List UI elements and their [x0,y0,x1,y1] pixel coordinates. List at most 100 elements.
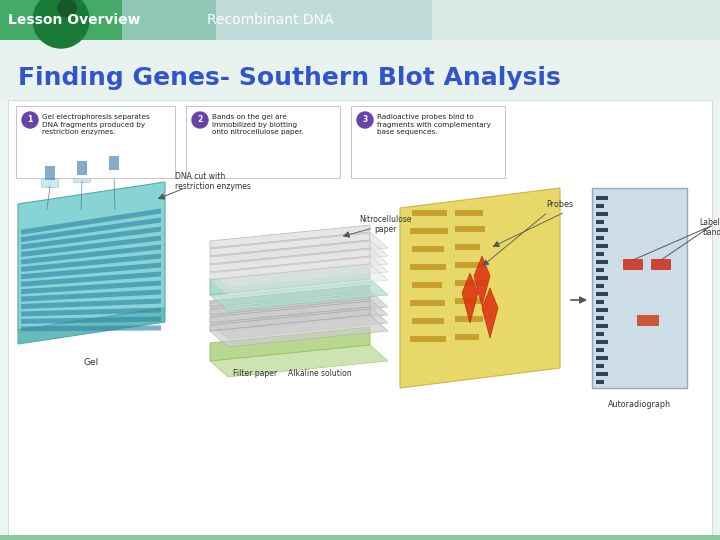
FancyBboxPatch shape [0,0,122,40]
Polygon shape [21,235,161,257]
FancyBboxPatch shape [216,0,720,40]
Polygon shape [210,307,388,339]
FancyBboxPatch shape [596,244,608,248]
FancyBboxPatch shape [0,40,720,540]
FancyBboxPatch shape [596,300,604,304]
FancyBboxPatch shape [596,284,604,288]
FancyBboxPatch shape [106,148,122,178]
Polygon shape [21,299,161,309]
Text: Gel electrophoresis separates
DNA fragments produced by
restriction enzymes.: Gel electrophoresis separates DNA fragme… [42,114,150,135]
Circle shape [192,112,208,128]
Polygon shape [474,256,490,306]
Polygon shape [210,264,388,296]
FancyBboxPatch shape [45,166,55,180]
FancyBboxPatch shape [410,264,446,270]
FancyBboxPatch shape [637,315,659,326]
FancyBboxPatch shape [455,334,479,340]
FancyBboxPatch shape [596,220,604,224]
Circle shape [22,112,38,128]
Text: 1: 1 [27,116,32,125]
FancyBboxPatch shape [410,300,445,306]
Polygon shape [210,293,370,315]
FancyBboxPatch shape [0,40,720,100]
Polygon shape [210,233,370,256]
FancyBboxPatch shape [596,268,604,272]
Polygon shape [21,289,161,301]
Text: Autoradiograph: Autoradiograph [608,400,671,409]
Text: DNA cut with
restriction enzymes: DNA cut with restriction enzymes [175,172,251,191]
Polygon shape [21,253,161,272]
FancyBboxPatch shape [596,204,604,208]
Polygon shape [18,308,165,344]
Circle shape [357,112,373,128]
FancyBboxPatch shape [412,210,447,216]
FancyBboxPatch shape [651,259,671,270]
Polygon shape [21,262,161,279]
FancyBboxPatch shape [109,156,119,170]
Polygon shape [21,307,161,316]
Polygon shape [210,257,370,280]
FancyBboxPatch shape [623,259,643,270]
Circle shape [33,0,89,48]
FancyBboxPatch shape [16,106,175,178]
Polygon shape [18,182,165,330]
Polygon shape [210,315,388,347]
Polygon shape [21,280,161,294]
FancyBboxPatch shape [596,308,608,312]
FancyBboxPatch shape [596,228,608,232]
Polygon shape [21,208,161,235]
Circle shape [58,0,76,17]
Text: Finding Genes- Southern Blot Analysis: Finding Genes- Southern Blot Analysis [18,66,561,90]
Polygon shape [210,299,388,331]
Polygon shape [210,345,388,377]
FancyBboxPatch shape [0,0,360,40]
Text: Lesson Overview: Lesson Overview [8,13,140,27]
Polygon shape [210,279,388,311]
Polygon shape [210,285,370,307]
Polygon shape [400,188,560,388]
FancyBboxPatch shape [596,364,604,368]
FancyBboxPatch shape [73,153,91,183]
Polygon shape [210,232,388,264]
FancyBboxPatch shape [596,348,604,352]
Polygon shape [210,240,388,272]
FancyBboxPatch shape [596,252,604,256]
FancyBboxPatch shape [455,316,483,322]
Polygon shape [210,263,370,295]
FancyBboxPatch shape [596,332,604,336]
FancyBboxPatch shape [8,100,712,535]
FancyBboxPatch shape [432,0,720,40]
Polygon shape [21,226,161,249]
Polygon shape [210,291,388,323]
Polygon shape [210,248,388,280]
Polygon shape [21,316,161,324]
FancyBboxPatch shape [596,212,608,216]
Polygon shape [210,309,370,331]
FancyBboxPatch shape [455,244,480,250]
FancyBboxPatch shape [412,318,444,324]
Text: Labeled
bands: Labeled bands [699,218,720,238]
FancyBboxPatch shape [351,106,505,178]
FancyBboxPatch shape [77,161,87,175]
FancyBboxPatch shape [455,262,483,268]
Text: 2: 2 [197,116,202,125]
FancyBboxPatch shape [596,372,608,376]
FancyBboxPatch shape [455,226,485,232]
FancyBboxPatch shape [596,380,604,384]
Polygon shape [210,241,370,264]
FancyBboxPatch shape [596,324,608,328]
Text: Gel: Gel [84,358,99,367]
Polygon shape [210,327,370,361]
FancyBboxPatch shape [412,246,444,252]
Polygon shape [210,249,370,272]
Text: Filter paper: Filter paper [233,369,277,378]
Polygon shape [482,288,498,338]
Text: Alkaline solution: Alkaline solution [288,369,352,378]
FancyBboxPatch shape [455,298,481,304]
FancyBboxPatch shape [455,210,483,216]
FancyBboxPatch shape [410,228,448,234]
FancyBboxPatch shape [455,280,487,286]
FancyBboxPatch shape [42,159,58,187]
Polygon shape [21,218,161,242]
FancyBboxPatch shape [596,236,604,240]
